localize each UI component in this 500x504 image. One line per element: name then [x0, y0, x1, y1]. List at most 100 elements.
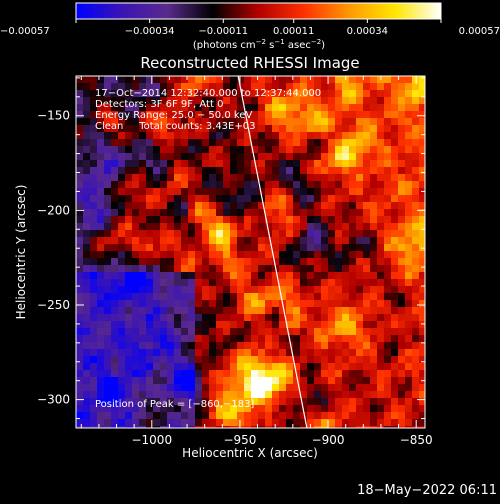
heatmap-cell [104, 293, 111, 300]
heatmap-cell [384, 258, 391, 265]
heatmap-cell [349, 146, 356, 153]
heatmap-cell [195, 237, 202, 244]
heatmap-cell [97, 223, 104, 230]
heatmap-cell [419, 97, 425, 104]
heatmap-cell [139, 160, 146, 167]
heatmap-cell [356, 230, 363, 237]
heatmap-cell [363, 125, 370, 132]
heatmap-cell [349, 384, 356, 391]
heatmap-cell [237, 251, 244, 258]
heatmap-cell [209, 279, 216, 286]
heatmap-cell [216, 272, 223, 279]
heatmap-cell [230, 356, 237, 363]
heatmap-cell [419, 286, 425, 293]
heatmap-cell [111, 293, 118, 300]
heatmap-cell [272, 384, 279, 391]
heatmap-cell [335, 181, 342, 188]
heatmap-cell [293, 132, 300, 139]
heatmap-cell [195, 419, 202, 426]
heatmap-cell [195, 209, 202, 216]
heatmap-cell [153, 237, 160, 244]
heatmap-cell [125, 83, 132, 90]
heatmap-cell [153, 398, 160, 405]
heatmap-cell [167, 405, 174, 412]
heatmap-cell [90, 216, 97, 223]
heatmap-cell [405, 405, 412, 412]
heatmap-cell [216, 342, 223, 349]
heatmap-cell [146, 286, 153, 293]
heatmap-cell [230, 398, 237, 405]
heatmap-cell [258, 202, 265, 209]
heatmap-cell [328, 412, 335, 419]
heatmap-cell [314, 321, 321, 328]
heatmap-cell [146, 349, 153, 356]
heatmap-cell [104, 314, 111, 321]
heatmap-cell [230, 160, 237, 167]
heatmap-cell [307, 104, 314, 111]
heatmap-cell [412, 146, 419, 153]
heatmap-cell [104, 97, 111, 104]
heatmap-cell [328, 216, 335, 223]
heatmap-cell [188, 230, 195, 237]
heatmap-cell [188, 76, 195, 83]
heatmap-cell [342, 97, 349, 104]
heatmap-cell [405, 83, 412, 90]
heatmap-cell [314, 300, 321, 307]
heatmap-cell [272, 132, 279, 139]
heatmap-cell [195, 139, 202, 146]
heatmap-cell [237, 209, 244, 216]
heatmap-cell [195, 258, 202, 265]
heatmap-cell [377, 174, 384, 181]
heatmap-cell [83, 370, 90, 377]
heatmap-cell [174, 342, 181, 349]
heatmap-cell [90, 90, 97, 97]
heatmap-cell [286, 209, 293, 216]
heatmap-cell [139, 321, 146, 328]
heatmap-cell [286, 216, 293, 223]
heatmap-cell [83, 181, 90, 188]
heatmap-cell [251, 167, 258, 174]
heatmap-cell [188, 244, 195, 251]
heatmap-cell [97, 125, 104, 132]
heatmap-cell [83, 419, 90, 426]
heatmap-cell [370, 426, 377, 428]
heatmap-cell [405, 426, 412, 428]
heatmap-cell [139, 230, 146, 237]
heatmap-cell [195, 195, 202, 202]
heatmap-cell [223, 426, 230, 428]
heatmap-cell [356, 398, 363, 405]
heatmap-cell [398, 356, 405, 363]
heatmap-cell [160, 146, 167, 153]
heatmap-cell [377, 356, 384, 363]
heatmap-cell [139, 125, 146, 132]
heatmap-cell [83, 349, 90, 356]
heatmap-cell [272, 125, 279, 132]
heatmap-cell [230, 118, 237, 125]
heatmap-cell [377, 153, 384, 160]
heatmap-cell [160, 398, 167, 405]
heatmap-cell [328, 279, 335, 286]
heatmap-cell [321, 412, 328, 419]
heatmap-cell [370, 181, 377, 188]
heatmap-cell [349, 174, 356, 181]
heatmap-cell [272, 90, 279, 97]
heatmap-cell [258, 391, 265, 398]
heatmap-cell [300, 426, 307, 428]
heatmap-cell [97, 167, 104, 174]
heatmap-cell [300, 258, 307, 265]
heatmap-cell [412, 216, 419, 223]
heatmap-cell [76, 111, 83, 118]
heatmap-cell [90, 391, 97, 398]
heatmap-cell [139, 377, 146, 384]
heatmap-cell [76, 230, 83, 237]
heatmap-cell [272, 419, 279, 426]
heatmap-cell [209, 195, 216, 202]
heatmap-cell [272, 356, 279, 363]
heatmap-cell [356, 209, 363, 216]
heatmap-cell [307, 258, 314, 265]
heatmap-cell [76, 174, 83, 181]
heatmap-cell [286, 223, 293, 230]
heatmap-cell [370, 314, 377, 321]
heatmap-cell [370, 118, 377, 125]
heatmap-cell [279, 356, 286, 363]
